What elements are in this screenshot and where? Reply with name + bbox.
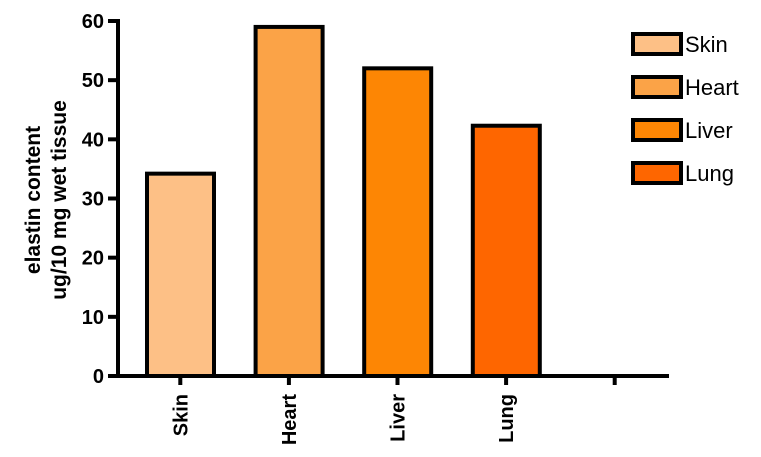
bar-skin xyxy=(145,171,216,378)
bars-layer xyxy=(145,24,542,379)
legend-label-liver: Liver xyxy=(685,118,733,143)
legend-label-heart: Heart xyxy=(685,75,739,100)
legend-label-skin: Skin xyxy=(685,32,728,57)
legend: Skin Heart Liver Lung xyxy=(631,32,739,186)
bar-lung xyxy=(470,123,542,378)
y-tick-label-10: 10 xyxy=(82,307,104,329)
legend-swatch-lung xyxy=(631,161,683,185)
y-tick-label-60: 60 xyxy=(82,11,104,33)
y-tick-label-50: 50 xyxy=(82,70,104,92)
bar-liver xyxy=(362,66,434,378)
axes-layer: 0 10 20 30 40 50 60 Skin Heart Liver Lung xyxy=(82,11,669,445)
legend-label-lung: Lung xyxy=(685,161,734,186)
legend-swatch-liver xyxy=(631,118,683,142)
y-axis-title-line1: elastin content xyxy=(22,126,45,274)
y-tick-label-40: 40 xyxy=(82,129,104,151)
legend-swatch-skin xyxy=(631,32,683,56)
y-axis-title: elastin content ug/10 mg wet tissue xyxy=(22,100,71,300)
x-tick-label-heart: Heart xyxy=(279,394,301,445)
x-tick-label-lung: Lung xyxy=(496,394,518,443)
legend-swatch-heart xyxy=(631,75,683,99)
y-tick-label-30: 30 xyxy=(82,189,104,211)
y-tick-label-0: 0 xyxy=(93,366,104,388)
bar-heart xyxy=(253,24,325,379)
x-tick-label-liver: Liver xyxy=(388,394,410,442)
x-tick-label-skin: Skin xyxy=(170,394,192,436)
y-tick-label-20: 20 xyxy=(82,248,104,270)
y-axis-title-line2: ug/10 mg wet tissue xyxy=(48,100,71,300)
